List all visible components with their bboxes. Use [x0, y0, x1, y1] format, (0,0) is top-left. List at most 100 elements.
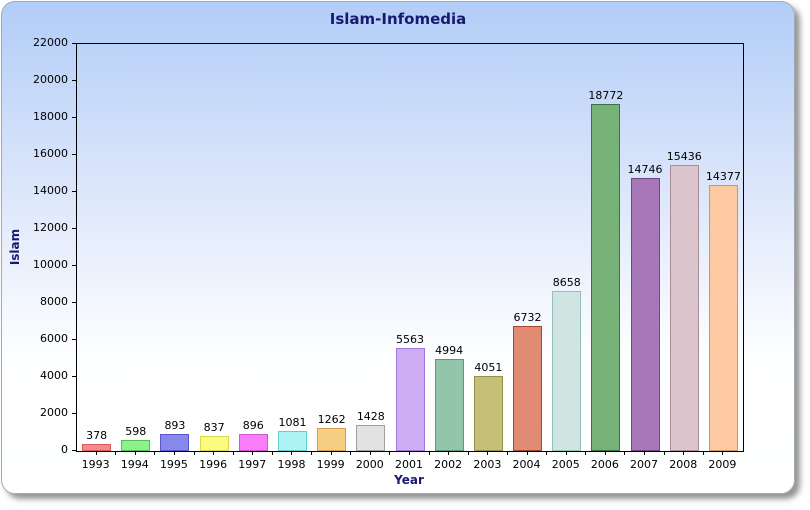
x-minor-tick-10	[468, 451, 469, 455]
y-tick-22000	[72, 43, 76, 44]
y-tick-6000	[72, 339, 76, 340]
x-tick-label-2001: 2001	[395, 458, 423, 471]
bar-2002	[434, 359, 464, 451]
y-axis-title: Islam	[8, 228, 22, 266]
chart-title: Islam-Infomedia	[329, 10, 467, 28]
x-tick-label-2007: 2007	[630, 458, 659, 471]
x-minor-tick-9	[429, 451, 430, 455]
bar-2001	[395, 348, 425, 451]
y-tick-2000	[72, 413, 76, 414]
bar-value-1995: 893	[164, 419, 186, 432]
x-tick-label-2000: 2000	[355, 458, 384, 471]
x-tick-label-2006: 2006	[590, 458, 619, 471]
x-minor-tick-5	[272, 451, 273, 455]
y-tick-0	[72, 450, 76, 451]
x-tick-2001	[409, 451, 410, 455]
y-tick-label-8000: 8000	[40, 295, 68, 308]
bar-value-1998: 1081	[278, 416, 307, 429]
bar-2009	[708, 185, 738, 451]
y-tick-20000	[72, 80, 76, 81]
x-minor-tick-1	[115, 451, 116, 455]
x-minor-tick-4	[233, 451, 234, 455]
x-minor-tick-13	[585, 451, 586, 455]
x-minor-tick-11	[507, 451, 508, 455]
x-tick-2002	[448, 451, 449, 455]
x-tick-2003	[487, 451, 488, 455]
x-tick-2000	[370, 451, 371, 455]
x-minor-tick-8	[389, 451, 390, 455]
bar-value-2006: 18772	[588, 89, 624, 102]
bar-value-2005: 8658	[552, 276, 581, 289]
y-tick-label-20000: 20000	[33, 73, 68, 86]
y-tick-label-10000: 10000	[33, 258, 68, 271]
bar-2003	[473, 376, 503, 451]
x-minor-tick-7	[350, 451, 351, 455]
x-tick-label-2002: 2002	[434, 458, 463, 471]
y-tick-label-6000: 6000	[40, 332, 68, 345]
bar-value-1999: 1262	[317, 413, 346, 426]
x-minor-tick-16	[703, 451, 704, 455]
y-tick-label-14000: 14000	[33, 184, 68, 197]
x-tick-1998	[291, 451, 292, 455]
x-tick-label-1996: 1996	[199, 458, 228, 471]
x-minor-tick-14	[624, 451, 625, 455]
y-tick-16000	[72, 154, 76, 155]
x-tick-1995	[174, 451, 175, 455]
x-tick-2004	[527, 451, 528, 455]
x-tick-2006	[605, 451, 606, 455]
y-tick-18000	[72, 117, 76, 118]
bar-value-2001: 5563	[396, 333, 424, 346]
x-minor-tick-3	[194, 451, 195, 455]
bar-value-1993: 378	[86, 429, 108, 442]
bar-value-2000: 1428	[356, 410, 385, 423]
bar-1994	[121, 440, 151, 451]
x-tick-label-1995: 1995	[159, 458, 188, 471]
bar-1997	[238, 434, 268, 451]
x-tick-label-2003: 2003	[473, 458, 502, 471]
y-tick-label-4000: 4000	[40, 369, 68, 382]
x-minor-tick-2	[154, 451, 155, 455]
x-tick-label-2008: 2008	[669, 458, 698, 471]
bar-1995	[160, 434, 190, 451]
bar-value-2002: 4994	[435, 344, 464, 357]
chart-card: Islam-Infomedia Islam 378 598 893 837 896 108…	[1, 1, 795, 494]
bar-2006	[591, 104, 621, 451]
x-tick-1999	[331, 451, 332, 455]
x-tick-label-1997: 1997	[238, 458, 267, 471]
bar-value-1994: 598	[125, 425, 147, 438]
bar-value-2004: 6732	[513, 311, 542, 324]
y-tick-4000	[72, 376, 76, 377]
x-tick-1993	[96, 451, 97, 455]
x-tick-2008	[683, 451, 684, 455]
y-tick-label-12000: 12000	[33, 221, 68, 234]
bar-value-2007: 14746	[627, 163, 663, 176]
bar-1996	[199, 436, 229, 451]
y-tick-label-2000: 2000	[40, 406, 68, 419]
bar-2007	[630, 178, 660, 451]
bar-1999	[317, 428, 347, 451]
y-tick-12000	[72, 228, 76, 229]
y-tick-14000	[72, 191, 76, 192]
x-tick-label-1993: 1993	[81, 458, 110, 471]
y-tick-label-0: 0	[61, 443, 68, 456]
x-tick-label-1998: 1998	[277, 458, 306, 471]
x-minor-tick-12	[546, 451, 547, 455]
x-tick-label-2005: 2005	[551, 458, 580, 471]
bar-1998	[277, 431, 307, 451]
x-axis-title: Year	[394, 473, 424, 487]
x-minor-tick-6	[311, 451, 312, 455]
bar-value-1996: 837	[203, 421, 225, 434]
y-tick-label-16000: 16000	[33, 147, 68, 160]
x-tick-label-1999: 1999	[316, 458, 345, 471]
x-tick-1996	[213, 451, 214, 455]
x-tick-label-1994: 1994	[120, 458, 149, 471]
bar-value-2008: 15436	[666, 150, 702, 163]
bar-2000	[356, 425, 386, 451]
y-tick-label-18000: 18000	[33, 110, 68, 123]
x-tick-label-2009: 2009	[708, 458, 737, 471]
x-tick-2009	[722, 451, 723, 455]
y-tick-label-22000: 22000	[33, 36, 68, 49]
bar-value-2003: 4051	[474, 361, 503, 374]
y-tick-8000	[72, 302, 76, 303]
x-tick-1997	[252, 451, 253, 455]
